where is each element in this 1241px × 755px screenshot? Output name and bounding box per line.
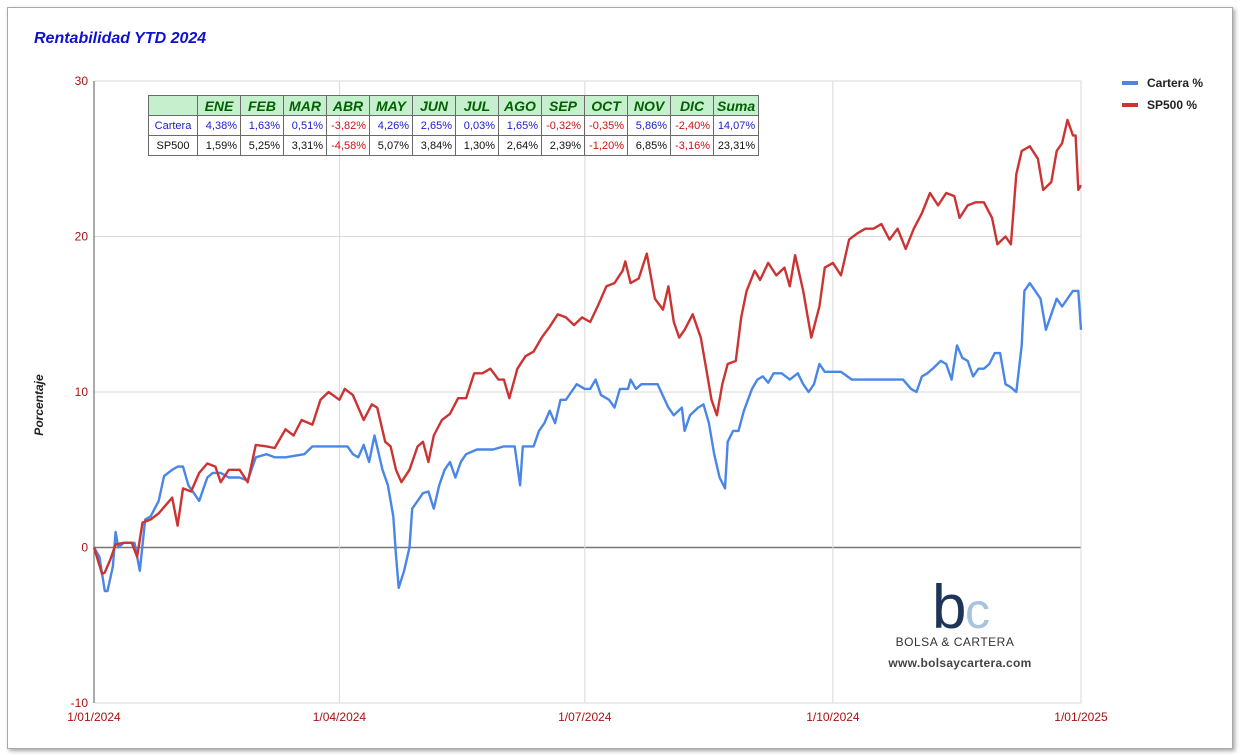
logo-brand-name: BOLSA & CARTERA [895, 635, 1015, 649]
table-header-cell: FEB [240, 95, 284, 116]
logo-mark: b c [932, 575, 990, 635]
series-line-sp500 [92, 118, 1083, 576]
chart-title: Rentabilidad YTD 2024 [34, 30, 207, 47]
table-row-label: SP500 [148, 135, 198, 156]
legend-item-sp500[interactable]: SP500 % [1122, 94, 1203, 116]
table-row-sp500: SP500 1,59% 5,25% 3,31% -4,58% 5,07% 3,8… [148, 135, 760, 156]
legend: Cartera % SP500 % [1122, 72, 1203, 116]
table-header-cell: Suma [712, 95, 760, 116]
logo-letter-b: b [932, 575, 966, 635]
bolsa-cartera-logo: b c BOLSA & CARTERA www.bolsaycartera.co… [880, 575, 1050, 675]
table-header-cell: ABR [326, 95, 370, 116]
table-header-cell: ENE [197, 95, 241, 116]
table-header-cell: DIC [670, 95, 714, 116]
table-row-label: Cartera [148, 115, 198, 136]
table-cell: 4,26% [369, 115, 413, 136]
table-cell: 2,39% [541, 135, 585, 156]
y-tick-labels: 30 20 10 0 -10 [71, 74, 89, 710]
series-line-cartera [92, 281, 1083, 593]
x-tick-label: 1/04/2024 [313, 710, 367, 724]
table-cell: 4,38% [197, 115, 241, 136]
y-tick-label: 0 [81, 541, 88, 555]
table-cell: 23,31% [712, 135, 760, 156]
table-cell: 1,59% [197, 135, 241, 156]
y-tick-label: 30 [75, 74, 89, 88]
table-cell: 1,65% [498, 115, 542, 136]
legend-label-sp500: SP500 % [1147, 98, 1198, 112]
logo-letter-c: c [965, 583, 990, 635]
table-cell: -3,16% [670, 135, 714, 156]
table-cell: 6,85% [627, 135, 671, 156]
table-corner-cell [148, 95, 198, 116]
table-header-cell: MAR [283, 95, 327, 116]
table-cell: -1,20% [584, 135, 628, 156]
y-tick-label: -10 [71, 696, 89, 710]
table-cell: -2,40% [670, 115, 714, 136]
table-cell: -0,32% [541, 115, 585, 136]
x-tick-labels: 1/01/2024 1/04/2024 1/07/2024 1/10/2024 1/01… [67, 710, 1108, 724]
x-tick-label: 1/10/2024 [806, 710, 860, 724]
table-header-cell: JUN [412, 95, 456, 116]
monthly-returns-table: ENE FEB MAR ABR MAY JUN JUL AGO SEP OCT … [148, 95, 760, 156]
table-header-cell: MAY [369, 95, 413, 116]
table-cell: 3,31% [283, 135, 327, 156]
logo-url[interactable]: www.bolsaycartera.com [888, 656, 1032, 670]
table-cell: 2,64% [498, 135, 542, 156]
table-cell: -0,35% [584, 115, 628, 136]
y-tick-label: 20 [75, 230, 89, 244]
table-header-cell: JUL [455, 95, 499, 116]
x-tick-label: 1/01/2024 [67, 710, 121, 724]
legend-swatch-sp500 [1122, 103, 1138, 107]
table-cell: 1,30% [455, 135, 499, 156]
table-cell: -4,58% [326, 135, 370, 156]
grid-lines [93, 80, 1082, 704]
x-tick-label: 1/01/2025 [1054, 710, 1108, 724]
table-cell: 3,84% [412, 135, 456, 156]
table-cell: 5,86% [627, 115, 671, 136]
table-cell: 0,03% [455, 115, 499, 136]
legend-label-cartera: Cartera % [1147, 76, 1204, 90]
table-header-cell: AGO [498, 95, 542, 116]
table-header-row: ENE FEB MAR ABR MAY JUN JUL AGO SEP OCT … [148, 95, 760, 116]
table-cell: 5,07% [369, 135, 413, 156]
y-tick-label: 10 [75, 385, 89, 399]
table-cell: 1,63% [240, 115, 284, 136]
legend-swatch-cartera [1122, 81, 1138, 85]
table-cell: 0,51% [283, 115, 327, 136]
table-cell: 14,07% [712, 115, 760, 136]
x-tick-label: 1/07/2024 [558, 710, 612, 724]
table-header-cell: NOV [627, 95, 671, 116]
table-cell: 2,65% [412, 115, 456, 136]
table-header-cell: SEP [541, 95, 585, 116]
table-cell: 5,25% [240, 135, 284, 156]
table-row-cartera: Cartera 4,38% 1,63% 0,51% -3,82% 4,26% 2… [148, 115, 760, 136]
series-lines [92, 118, 1083, 593]
table-cell: -3,82% [326, 115, 370, 136]
table-header-cell: OCT [584, 95, 628, 116]
legend-item-cartera[interactable]: Cartera % [1122, 72, 1203, 94]
